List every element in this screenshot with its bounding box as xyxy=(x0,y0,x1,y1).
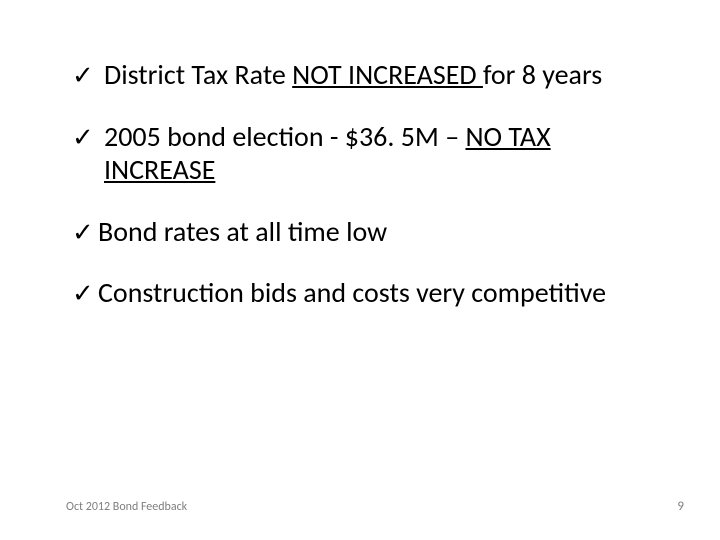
text-run: District Tax Rate xyxy=(104,57,292,92)
bullet-text: Bond rates at all time low xyxy=(98,215,660,249)
text-run: 2005 bond election - $36. 5M – xyxy=(104,119,465,154)
footer-text: Oct 2012 Bond Feedback xyxy=(66,500,187,514)
bullet-list: ✓ District Tax Rate NOT INCREASED for 8 … xyxy=(72,58,660,338)
check-icon: ✓ xyxy=(72,215,98,248)
check-icon: ✓ xyxy=(72,120,98,153)
bullet-text: District Tax Rate NOT INCREASED for 8 ye… xyxy=(104,58,660,92)
list-item: ✓ Construction bids and costs very compe… xyxy=(72,276,660,310)
list-item: ✓ District Tax Rate NOT INCREASED for 8 … xyxy=(72,58,660,92)
bullet-text: 2005 bond election - $36. 5M – NO TAX IN… xyxy=(104,120,660,187)
page-number: 9 xyxy=(677,499,684,514)
check-icon: ✓ xyxy=(72,58,98,91)
bullet-text: Construction bids and costs very competi… xyxy=(98,276,660,310)
list-item: ✓ 2005 bond election - $36. 5M – NO TAX … xyxy=(72,120,660,187)
text-run: Construction bids and costs very competi… xyxy=(98,275,606,310)
text-run: Bond rates at all time low xyxy=(98,214,387,249)
list-item: ✓ Bond rates at all time low xyxy=(72,215,660,249)
check-icon: ✓ xyxy=(72,276,98,309)
slide: ✓ District Tax Rate NOT INCREASED for 8 … xyxy=(0,0,720,540)
text-run-underline: NOT INCREASED xyxy=(292,57,483,92)
text-run: for 8 years xyxy=(483,57,602,92)
